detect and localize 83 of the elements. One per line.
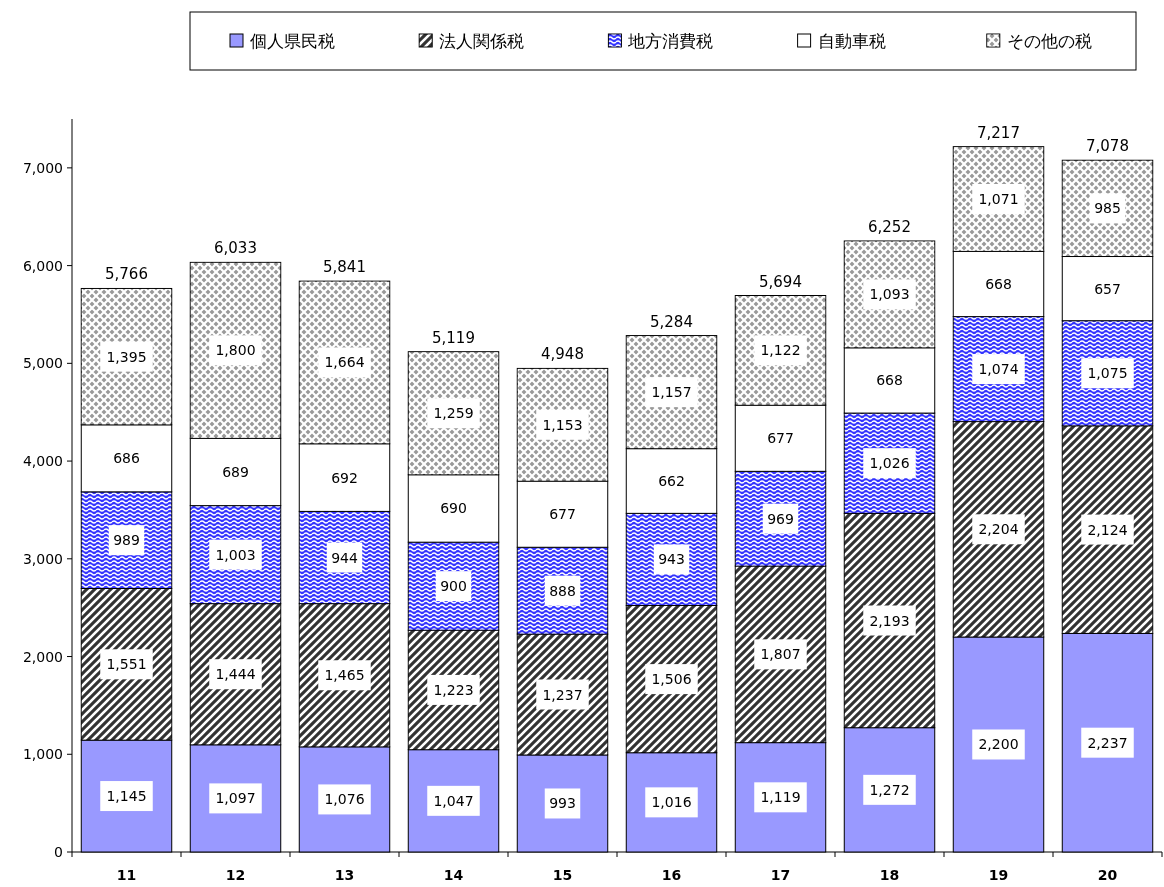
legend-label: 地方消費税 <box>627 31 714 51</box>
legend-label: 自動車税 <box>817 31 886 51</box>
data-label: 677 <box>767 430 794 447</box>
x-tick-label: 12 <box>225 867 246 883</box>
x-tick-label: 14 <box>443 867 464 883</box>
data-label: 657 <box>1094 280 1121 297</box>
data-label: 943 <box>658 551 685 568</box>
data-label: 1,076 <box>324 791 365 808</box>
legend-label: その他の税 <box>1006 31 1092 51</box>
x-tick-label: 13 <box>334 867 355 883</box>
data-label: 686 <box>113 450 140 467</box>
total-label: 7,078 <box>1086 137 1129 156</box>
data-label: 1,016 <box>651 794 692 811</box>
data-label: 1,157 <box>651 384 692 401</box>
data-label: 668 <box>876 372 903 389</box>
data-label: 944 <box>331 549 358 566</box>
data-label: 2,200 <box>978 736 1019 753</box>
y-tick-label: 4,000 <box>22 453 63 470</box>
data-label: 1,074 <box>978 361 1019 378</box>
total-label: 5,694 <box>759 272 802 291</box>
data-label: 989 <box>113 532 140 549</box>
data-label: 1,237 <box>542 686 583 703</box>
x-tick-label: 16 <box>661 867 682 883</box>
y-tick-label: 3,000 <box>22 550 63 567</box>
x-tick-label: 18 <box>879 867 900 883</box>
data-label: 1,800 <box>215 342 256 359</box>
legend-label: 法人関係税 <box>439 31 525 51</box>
data-label: 1,272 <box>869 781 910 798</box>
data-label: 1,047 <box>433 792 474 809</box>
x-tick-label: 11 <box>116 867 137 883</box>
data-label: 690 <box>440 500 467 517</box>
data-label: 1,551 <box>106 656 147 673</box>
y-tick-label: 2,000 <box>22 648 63 665</box>
x-tick-label: 20 <box>1097 867 1118 883</box>
data-label: 692 <box>331 469 358 486</box>
x-tick-label: 15 <box>552 867 573 883</box>
data-label: 900 <box>440 578 467 595</box>
data-label: 993 <box>549 795 576 812</box>
y-tick-label: 0 <box>54 844 63 860</box>
total-label: 6,033 <box>214 239 257 258</box>
data-label: 668 <box>985 275 1012 292</box>
data-label: 1,003 <box>215 546 256 563</box>
total-label: 4,948 <box>541 345 584 364</box>
y-tick-label: 7,000 <box>22 159 63 176</box>
data-label: 1,075 <box>1087 365 1128 382</box>
data-label: 1,145 <box>106 788 147 805</box>
data-label: 2,204 <box>978 521 1019 538</box>
data-label: 1,807 <box>760 646 801 663</box>
total-label: 5,119 <box>432 328 475 347</box>
total-label: 5,766 <box>105 265 148 284</box>
data-label: 2,193 <box>869 612 910 629</box>
data-label: 1,465 <box>324 667 365 684</box>
total-label: 6,252 <box>868 217 911 236</box>
y-tick-label: 6,000 <box>22 257 63 274</box>
data-label: 1,119 <box>760 789 801 806</box>
data-label: 1,122 <box>760 342 801 359</box>
data-label: 1,223 <box>433 681 474 698</box>
data-label: 1,153 <box>542 416 583 433</box>
data-label: 1,026 <box>869 455 910 472</box>
data-label: 1,093 <box>869 286 910 303</box>
legend-label: 個人県民税 <box>250 31 335 51</box>
data-label: 2,124 <box>1087 521 1128 538</box>
data-label: 1,506 <box>651 671 692 688</box>
y-tick-label: 5,000 <box>22 355 63 372</box>
data-label: 985 <box>1094 200 1121 217</box>
x-tick-label: 17 <box>770 867 791 883</box>
data-label: 1,259 <box>433 405 474 422</box>
total-label: 5,284 <box>650 312 693 331</box>
data-label: 888 <box>549 582 576 599</box>
data-label: 1,071 <box>978 190 1019 207</box>
data-label: 2,237 <box>1087 734 1128 751</box>
y-tick-label: 1,000 <box>22 746 63 763</box>
data-label: 689 <box>222 463 249 480</box>
data-label: 1,395 <box>106 348 147 365</box>
total-label: 7,217 <box>977 123 1020 142</box>
data-label: 1,097 <box>215 790 256 807</box>
x-tick-label: 19 <box>988 867 1009 883</box>
data-label: 969 <box>767 510 794 527</box>
data-label: 677 <box>549 506 576 523</box>
data-label: 1,664 <box>324 354 365 371</box>
data-label: 1,444 <box>215 666 256 683</box>
total-label: 5,841 <box>323 258 366 277</box>
data-label: 662 <box>658 473 685 489</box>
